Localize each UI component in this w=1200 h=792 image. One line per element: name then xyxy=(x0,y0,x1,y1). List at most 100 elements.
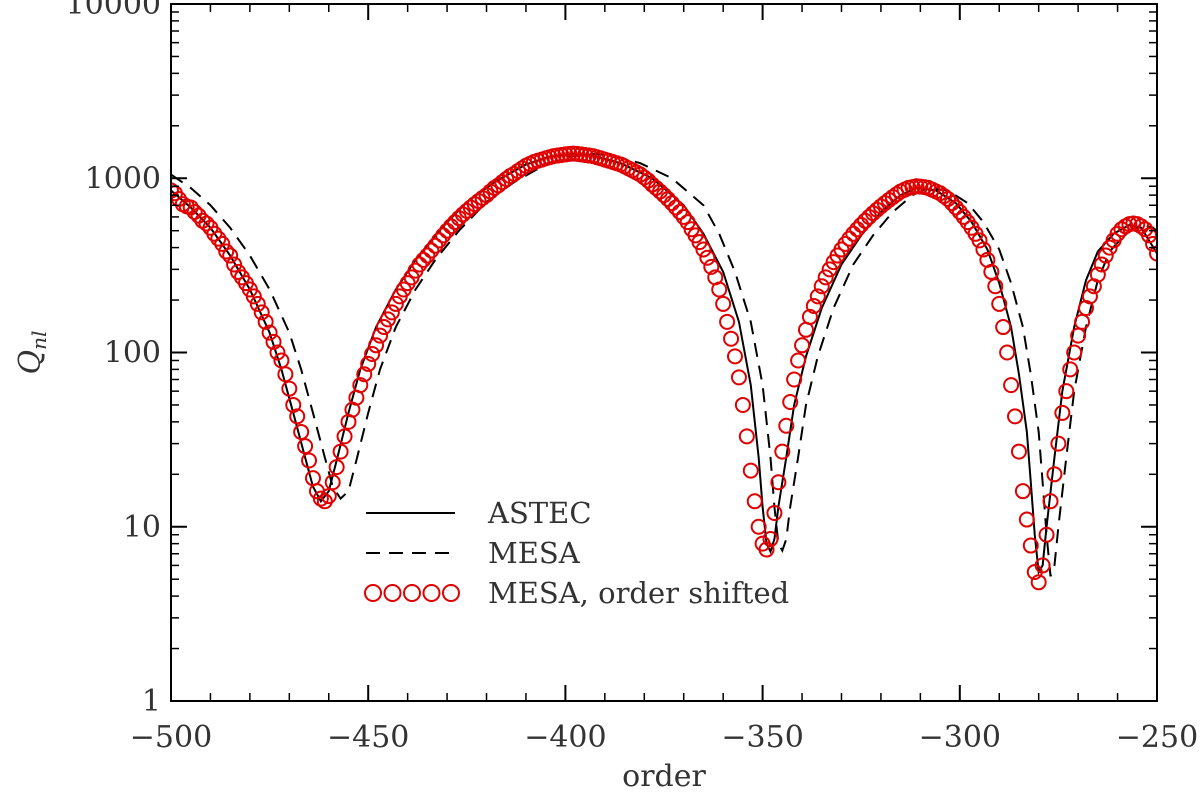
mesa-shifted-point xyxy=(801,308,818,325)
mesa-shifted-point xyxy=(774,443,791,460)
y-axis-title-subscript: nl xyxy=(27,331,51,350)
mesa-shifted-point xyxy=(186,204,203,221)
mesa-shifted-point xyxy=(987,278,1004,295)
mesa-shifted-point xyxy=(845,225,862,242)
mesa-shifted-point xyxy=(782,393,799,410)
mesa-shifted-point xyxy=(293,423,310,440)
mesa-shifted-point xyxy=(770,474,787,491)
mesa-shifted-point xyxy=(226,256,243,273)
mesa-shifted-point xyxy=(423,242,440,259)
mesa-shifted-point xyxy=(222,247,239,264)
y-axis-title-main: Q xyxy=(13,350,48,375)
mesa-shifted-point xyxy=(443,218,460,235)
mesa-shifted-point xyxy=(1074,313,1091,330)
mesa-shifted-point xyxy=(249,295,266,312)
mesa-shifted-point xyxy=(667,199,684,216)
mesa-shifted-point xyxy=(730,369,747,386)
mesa-shifted-point xyxy=(1058,383,1075,400)
mesa-shifted-point xyxy=(383,304,400,321)
mesa-shifted-point xyxy=(218,243,235,260)
mesa-shifted-point xyxy=(1010,443,1027,460)
mesa-shifted-point xyxy=(301,452,318,469)
mesa-shifted-point xyxy=(671,204,688,221)
mesa-shifted-point xyxy=(943,195,960,212)
y-tick-label: 100 xyxy=(104,336,161,371)
legend-marker-circle xyxy=(383,584,402,602)
series-layer xyxy=(171,145,1157,591)
astec-line xyxy=(171,152,1157,576)
mesa-shifted-point xyxy=(387,295,404,312)
mesa-shifted-point xyxy=(726,348,743,365)
legend-marker-circle xyxy=(364,584,382,602)
mesa-shifted-point xyxy=(1089,266,1106,283)
mesa-shifted-point xyxy=(245,288,262,305)
mesa-shifted-point xyxy=(939,191,956,208)
mesa-shifted-point xyxy=(1030,574,1047,591)
mesa-shifted-point xyxy=(336,428,353,445)
y-axis-title: Qnl xyxy=(13,331,51,375)
mesa-shifted-point xyxy=(1046,466,1063,483)
mesa-shifted-point xyxy=(1081,288,1098,305)
mesa-shifted-point xyxy=(171,182,179,199)
mesa-shifted-point xyxy=(1093,256,1110,273)
mesa-shifted-point xyxy=(1003,377,1020,394)
mesa-shifted-point xyxy=(983,263,1000,280)
mesa-shifted-point xyxy=(695,241,712,258)
mesa-shifted-point xyxy=(277,366,294,383)
x-tick-label: −250 xyxy=(1116,720,1198,755)
mesa-shifted-point xyxy=(723,330,740,347)
mesa-shifted-point xyxy=(253,304,270,321)
mesa-shifted-point xyxy=(817,269,834,286)
mesa-shifted-point xyxy=(805,297,822,314)
mesa-shifted-point xyxy=(328,459,345,476)
mesa-shifted-point xyxy=(273,352,290,369)
mesa-shifted-point xyxy=(857,212,874,229)
mesa-shifted-point xyxy=(364,346,381,363)
legend-label: MESA xyxy=(488,536,581,570)
mesa-shifted-point xyxy=(711,281,728,298)
legend-marker-circle xyxy=(422,584,441,602)
mesa-shifted-point xyxy=(742,462,759,479)
mesa-shifted-point xyxy=(285,396,302,413)
mesa-shifted-point xyxy=(1034,557,1051,574)
mesa-shifted-point xyxy=(659,191,676,208)
mesa-shifted-point xyxy=(289,408,306,425)
mesa-shifted-point xyxy=(778,417,795,434)
mesa-shifted-point xyxy=(1014,483,1031,500)
y-tick-label: 1 xyxy=(142,684,161,719)
y-tick-label: 10 xyxy=(123,510,161,545)
mesa-shifted-point xyxy=(1054,404,1071,421)
mesa-shifted-point xyxy=(1022,537,1039,554)
mesa-shifted-point xyxy=(375,319,392,336)
mesa-shifted-point xyxy=(439,222,456,239)
mesa-shifted-point xyxy=(206,225,223,242)
mesa-shifted-point xyxy=(1145,235,1157,252)
mesa-shifted-point xyxy=(853,216,870,233)
y-tick-label: 10000 xyxy=(66,0,161,22)
y-tick-label: 1000 xyxy=(85,161,161,196)
mesa-shifted-point xyxy=(352,377,369,394)
mesa-shifted-point xyxy=(446,214,463,231)
mesa-shifted-point xyxy=(297,438,314,455)
mesa-shifted-point xyxy=(1042,493,1059,510)
mesa-shifted-point xyxy=(995,319,1012,336)
mesa-shifted-point xyxy=(849,221,866,238)
mesa-shifted-point xyxy=(1149,245,1157,262)
mesa-shifted-point xyxy=(435,227,452,244)
x-tick-label: −300 xyxy=(919,720,1001,755)
mesa-shifted-point xyxy=(734,396,751,413)
mesa-shifted-point xyxy=(261,324,278,341)
mesa-shifted-point xyxy=(884,189,901,206)
mesa-shifted-point xyxy=(715,295,732,312)
mesa-shifted-point xyxy=(360,355,377,372)
mesa-shifted-point xyxy=(797,321,814,338)
mesa-shifted-point xyxy=(1066,344,1083,361)
mesa-shifted-point xyxy=(1062,361,1079,378)
mesa-shifted-point xyxy=(786,371,803,388)
mesa-shifted-point xyxy=(999,344,1016,361)
mesa-shifted-point xyxy=(758,541,775,558)
mesa-shifted-point xyxy=(372,327,389,344)
mesa-shifted-point xyxy=(663,195,680,212)
mesa-shifted-point xyxy=(1007,408,1024,425)
